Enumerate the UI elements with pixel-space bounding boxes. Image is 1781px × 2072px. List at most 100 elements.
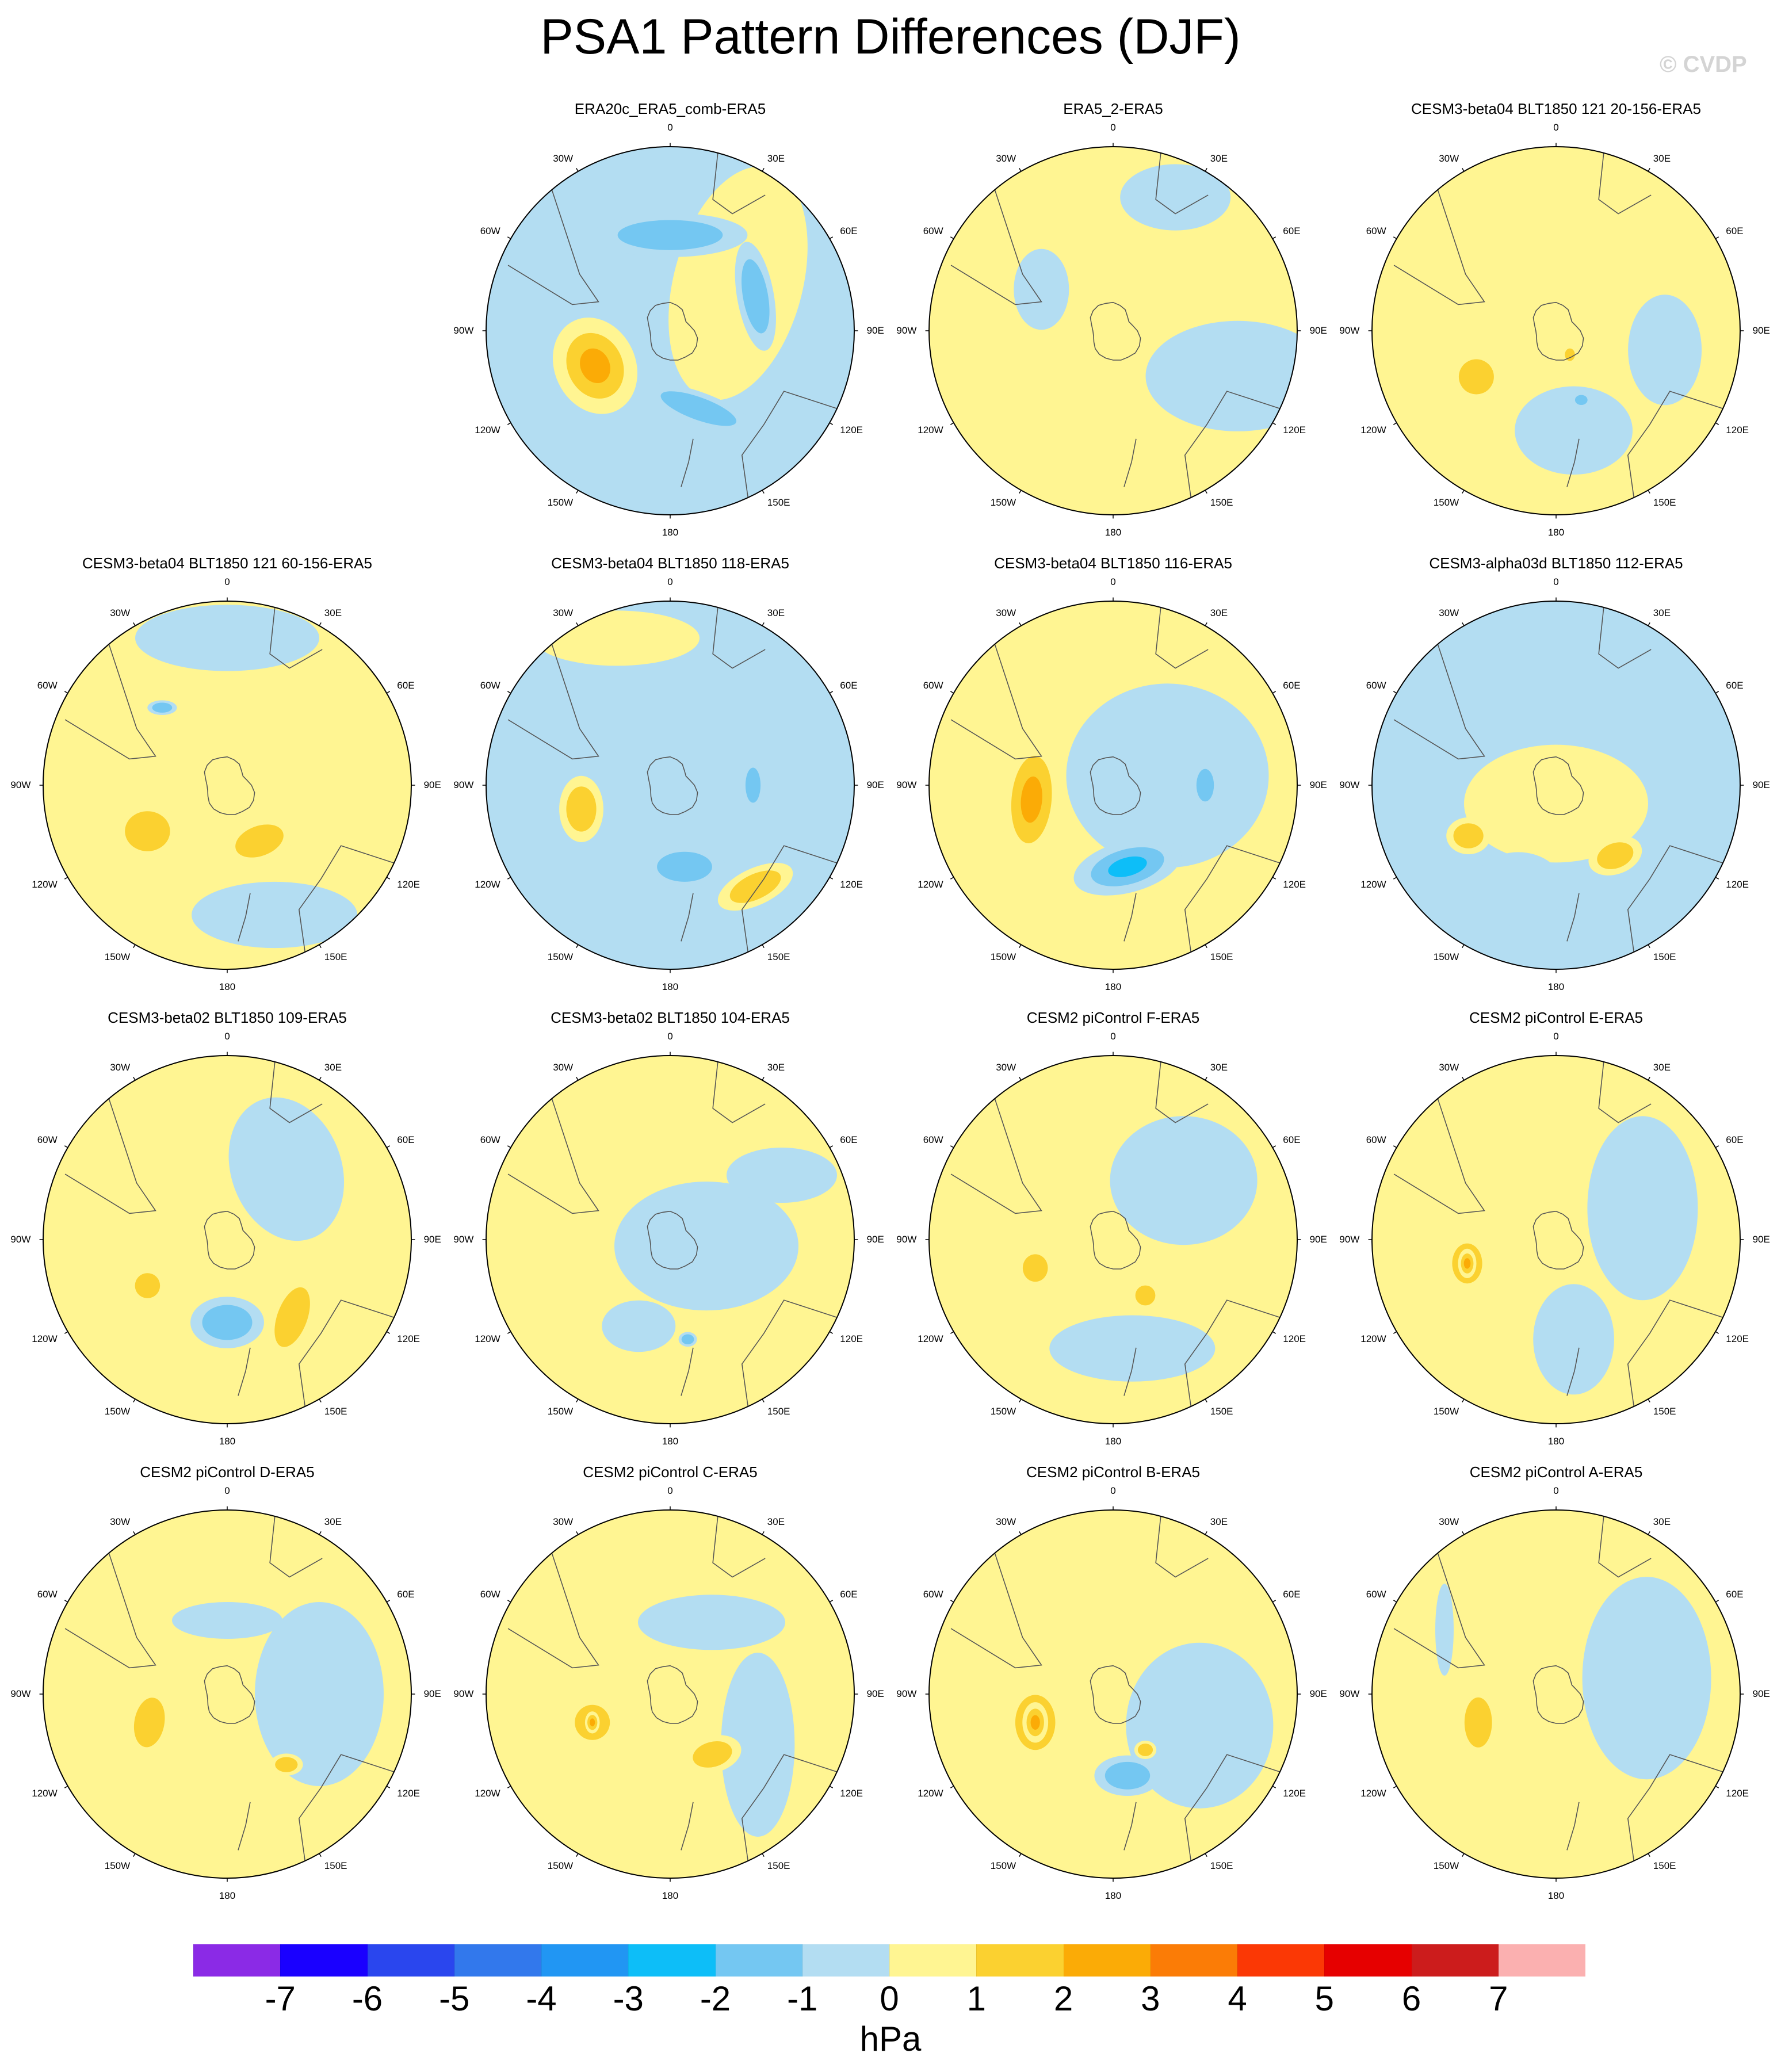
antarctica-coastline [204, 1665, 255, 1724]
longitude-label: 120W [1360, 878, 1386, 890]
longitude-label: 0 [667, 1485, 673, 1497]
longitude-tick [1205, 1076, 1207, 1081]
longitude-label: 120E [1283, 1787, 1306, 1799]
longitude-label: 60E [840, 1589, 858, 1600]
longitude-label: 30W [553, 152, 574, 164]
longitude-label: 120E [1283, 1333, 1306, 1344]
longitude-tick [319, 1531, 322, 1535]
longitude-label: 120E [840, 878, 863, 890]
longitude-tick [950, 422, 954, 425]
positive-anomaly-contour [1137, 1744, 1153, 1756]
polar-map [482, 597, 858, 973]
longitude-label: 60E [397, 680, 415, 691]
south-america-coastline [1393, 1553, 1485, 1669]
longitude-label: 120E [397, 878, 420, 890]
longitude-label: 90W [896, 1234, 917, 1245]
south-america-coastline [64, 1098, 156, 1214]
longitude-tick [762, 1398, 765, 1403]
longitude-label: 30E [767, 607, 785, 618]
longitude-label: 180 [1104, 1435, 1122, 1447]
longitude-tick [507, 1786, 511, 1788]
longitude-label: 30E [767, 1516, 785, 1527]
longitude-label: 0 [1110, 576, 1116, 588]
longitude-label: 60E [1726, 1589, 1744, 1600]
panel-title: CESM3-beta04 BLT1850 116-ERA5 [994, 555, 1232, 572]
longitude-tick [1393, 1331, 1397, 1334]
new-zealand-coastline [1123, 1347, 1137, 1396]
map-panel: CESM2 piControl B-ERA5 0 30E 60E 90E 120E 150E… [892, 1461, 1335, 1916]
africa-coastline [712, 1516, 766, 1578]
colorbar-cell [280, 1944, 368, 1977]
longitude-tick [319, 1398, 322, 1403]
panel-title: CESM3-beta04 BLT1850 121 60-156-ERA5 [82, 555, 372, 572]
longitude-tick [133, 1076, 136, 1081]
longitude-tick [1715, 1786, 1719, 1788]
longitude-tick [762, 1853, 765, 1857]
longitude-tick [829, 236, 834, 239]
longitude-tick [1462, 1853, 1465, 1857]
longitude-label: 0 [1553, 122, 1559, 133]
longitude-label: 150W [547, 951, 574, 963]
negative-anomaly-contour [255, 1602, 384, 1786]
longitude-label: 30W [553, 607, 574, 618]
longitude-label: 90E [866, 325, 884, 336]
longitude-tick [829, 1600, 834, 1603]
longitude-label: 90E [1752, 325, 1770, 336]
antarctica-coastline [1532, 756, 1584, 815]
negative-anomaly-contour [1120, 164, 1231, 231]
longitude-label: 90E [423, 1688, 441, 1699]
africa-coastline [1155, 1516, 1209, 1578]
longitude-tick [1272, 422, 1276, 425]
longitude-label: 30W [1439, 1061, 1459, 1073]
longitude-tick [1019, 622, 1022, 626]
longitude-label: 120W [475, 878, 500, 890]
australia-coastline [298, 1299, 395, 1407]
longitude-label: 180 [662, 1435, 679, 1447]
longitude-label: 120W [918, 1787, 943, 1799]
longitude-tick [1715, 691, 1719, 694]
longitude-label: 90W [1339, 325, 1360, 336]
longitude-tick [1648, 1076, 1650, 1081]
longitude-label: 120W [32, 1333, 58, 1344]
longitude-label: 30E [1210, 607, 1228, 618]
longitude-tick [576, 622, 579, 626]
longitude-tick [1393, 1786, 1397, 1788]
colorbar-cell [454, 1944, 541, 1977]
antarctica-coastline [1090, 301, 1141, 361]
longitude-label: 180 [662, 981, 679, 992]
longitude-label: 60W [480, 1589, 500, 1600]
longitude-tick [1019, 490, 1022, 494]
polar-map [925, 597, 1301, 973]
south-america-coastline [1393, 1098, 1485, 1214]
longitude-tick [1205, 1531, 1207, 1535]
longitude-label: 90W [1339, 1688, 1360, 1699]
longitude-label: 180 [1547, 526, 1565, 538]
longitude-label: 30W [1439, 1516, 1459, 1527]
longitude-label: 180 [1104, 1890, 1122, 1901]
longitude-tick [762, 622, 765, 626]
longitude-label: 30E [767, 152, 785, 164]
australia-coastline [1184, 1754, 1281, 1861]
colorbar-cell [802, 1944, 889, 1977]
longitude-tick [64, 691, 68, 694]
longitude-tick [950, 1145, 954, 1148]
panel-title: CESM2 piControl C-ERA5 [583, 1463, 758, 1481]
longitude-label: 30E [324, 1061, 342, 1073]
colorbar-tick-label: 5 [1314, 1979, 1334, 2018]
australia-coastline [1184, 391, 1281, 498]
positive-anomaly-contour [590, 1718, 595, 1727]
longitude-label: 150E [767, 1860, 790, 1872]
colorbar-tick-label: 7 [1489, 1979, 1508, 2018]
longitude-tick [1019, 944, 1022, 949]
colorbar-tick-label: -5 [439, 1979, 470, 2018]
colorbar-tick-label: -6 [351, 1979, 383, 2018]
map-background-field [486, 1510, 854, 1878]
longitude-tick [1648, 167, 1650, 172]
antarctica-coastline [1532, 1210, 1584, 1270]
map-panel: CESM3-beta02 BLT1850 109-ERA5 0 30E 60E 90E 1… [6, 1007, 449, 1461]
longitude-label: 150W [104, 1860, 131, 1872]
longitude-tick [507, 877, 511, 880]
map-panel: CESM3-beta02 BLT1850 104-ERA5 0 30E 60E 90E 1… [449, 1007, 892, 1461]
longitude-label: 150E [1210, 951, 1233, 963]
polar-map [39, 597, 415, 973]
